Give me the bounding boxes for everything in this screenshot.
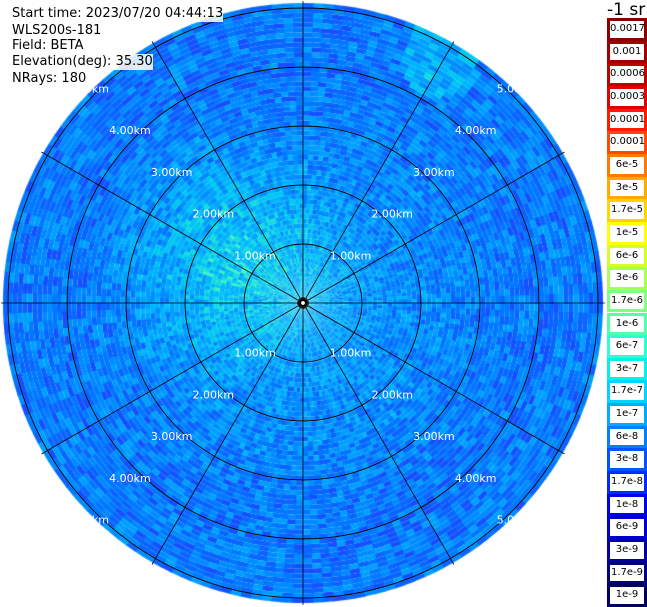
colorbar-label: 1.7e-5 (610, 202, 644, 219)
colorbar-entry: 0.0017 (607, 18, 647, 41)
colorbar-label: 3e-5 (610, 179, 644, 197)
colorbar-entry: 6e-9 (607, 516, 647, 540)
colorbar-entry: 1e-6 (607, 312, 647, 336)
colorbar-entry: 0.001 (607, 40, 647, 64)
device-name-text: WLS200s-181 (12, 23, 102, 39)
elevation-text: Elevation(deg): 35.30 (12, 54, 153, 70)
colorbar-label: 1e-6 (610, 315, 644, 333)
colorbar-entry: 3e-8 (607, 448, 647, 472)
azimuth-line (41, 151, 299, 301)
range-ring-label: 1.00km (330, 347, 372, 360)
range-ring-label: 2.00km (371, 208, 413, 221)
colorbar-label: 6e-8 (610, 428, 644, 446)
colorbar-entry: 1.7e-8 (607, 471, 647, 494)
colorbar-entry: 6e-5 (607, 153, 647, 177)
colorbar-label: 1e-7 (610, 406, 644, 423)
colorbar-entry: 1e-5 (607, 221, 647, 245)
range-ring-label: 5.00km (67, 514, 109, 527)
range-ring-label: 3.00km (151, 166, 193, 179)
colorbar-unit-title: -1 sr (607, 0, 646, 20)
start-time-text: Start time: 2023/07/20 04:44:13 (12, 6, 224, 22)
colorbar-label: 1.7e-9 (610, 564, 644, 582)
azimuth-line (151, 307, 301, 565)
range-ring-label: 1.00km (234, 347, 276, 360)
colorbar-entry: 1e-9 (607, 584, 647, 607)
colorbar-label: 6e-6 (610, 247, 644, 265)
colorbar-entry: 6e-7 (607, 335, 647, 358)
field-text: Field: BETA (12, 38, 84, 54)
colorbar-entry: 0.0001 (607, 131, 647, 154)
colorbar-label: 3e-6 (610, 270, 644, 287)
colorbar-label: 3e-7 (610, 360, 644, 378)
range-ring-label: 2.00km (371, 388, 413, 401)
colorbar-label: 0.0006 (610, 66, 644, 83)
radar-ppi-image (0, 0, 607, 607)
colorbar-label: 0.0017 (610, 21, 644, 38)
range-ring-label: 2.00km (193, 388, 235, 401)
colorbar-entry: 1.7e-7 (607, 380, 647, 404)
colorbar-label: 0.001 (610, 43, 644, 61)
colorbar-label: 1.7e-8 (610, 474, 644, 491)
range-ring-overlay: 1.00km 1.00km 1.00km 1.00km 2.00km 2.00km 2.00… (1, 1, 605, 605)
range-ring-label: 3.00km (151, 430, 193, 443)
colorbar-label: 0.00017 (610, 111, 644, 129)
range-ring-label: 3.00km (413, 430, 455, 443)
range-ring-label: 4.00km (109, 472, 151, 485)
range-ring-label: 4.00km (455, 472, 497, 485)
range-ring-label: 1.00km (330, 249, 372, 262)
azimuth-line (305, 41, 455, 299)
colorbar-entry: 3e-9 (607, 539, 647, 562)
range-ring-label: 4.00km (455, 124, 497, 137)
colorbar-entry: 0.00017 (607, 108, 647, 132)
colorbar-label: 1.7e-7 (610, 383, 644, 401)
colorbar-label: 1e-5 (610, 224, 644, 242)
range-ring-label: 3.00km (413, 166, 455, 179)
colorbar-entry: 1.7e-9 (607, 561, 647, 585)
colorbar-entry: 0.0006 (607, 63, 647, 86)
colorbar-label: 0.0001 (610, 134, 644, 151)
colorbar-label: 6e-7 (610, 338, 644, 355)
colorbar-label: 1e-8 (610, 496, 644, 514)
range-ring-label: 5.00km (497, 514, 539, 527)
nrays-text: NRays: 180 (12, 71, 87, 87)
colorbar-entry: 3e-7 (607, 357, 647, 381)
azimuth-line (307, 305, 565, 455)
colorbar-entry: 1.7e-6 (607, 289, 647, 313)
colorbar-entry: 1.7e-5 (607, 199, 647, 222)
colorbar-label: 1e-9 (610, 587, 644, 604)
range-ring-label: 5.00km (497, 82, 539, 95)
colorbar-label: 0.0003 (610, 88, 644, 106)
colorbar-entry: 1e-7 (607, 403, 647, 426)
colorbar-entry: 0.0003 (607, 85, 647, 109)
colorbar-entry: 3e-5 (607, 176, 647, 200)
colorbar-label: 3e-8 (610, 451, 644, 469)
colorbar-label: 6e-9 (610, 519, 644, 537)
azimuth-line (41, 305, 299, 455)
azimuth-line (307, 151, 565, 301)
colorbar-label: 3e-9 (610, 542, 644, 559)
colorbar-entry: 6e-6 (607, 244, 647, 268)
colorbar-entry: 6e-8 (607, 425, 647, 449)
colorbar: 0.0017 0.001 0.0006 0.0003 0.00017 0.0001 6e-5… (607, 18, 647, 607)
colorbar-label: 6e-5 (610, 156, 644, 174)
colorbar-label: 1.7e-6 (610, 292, 644, 310)
range-ring-label: 1.00km (234, 249, 276, 262)
azimuth-line (151, 41, 301, 299)
range-ring-label: 4.00km (109, 124, 151, 137)
range-ring-label: 2.00km (193, 208, 235, 221)
colorbar-entry: 1e-8 (607, 493, 647, 517)
azimuth-line (305, 307, 455, 565)
colorbar-entry: 3e-6 (607, 267, 647, 290)
